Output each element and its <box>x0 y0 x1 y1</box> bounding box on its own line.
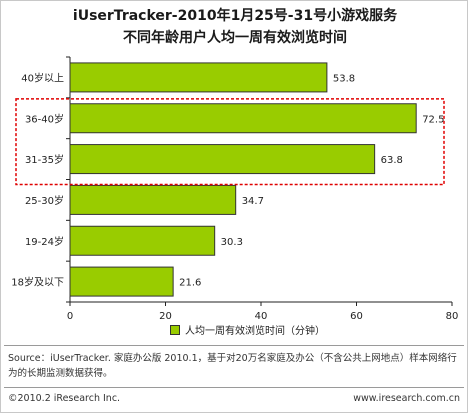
x-tick-label: 40 <box>255 311 268 322</box>
highlight-box <box>15 98 445 186</box>
y-tick-label: 25-30岁 <box>25 194 64 207</box>
data-label: 21.6 <box>179 278 201 289</box>
bar <box>69 144 376 175</box>
y-tick-label: 18岁及以下 <box>11 276 64 289</box>
y-tick-label: 36-40岁 <box>25 112 64 125</box>
bar <box>69 266 174 297</box>
y-tick-label: 40岁以上 <box>21 71 64 84</box>
x-tick-label: 60 <box>350 311 363 322</box>
x-tick-label: 20 <box>159 311 172 322</box>
bar <box>69 225 216 256</box>
data-label: 53.8 <box>333 73 355 84</box>
website: www.iresearch.com.cn <box>353 393 460 404</box>
data-label: 30.3 <box>221 237 243 248</box>
divider-top <box>4 345 464 346</box>
chart-legend: 人均一周有效浏览时间（分钟） <box>170 322 325 337</box>
bar <box>69 184 237 215</box>
x-tick-label: 80 <box>446 311 459 322</box>
bar <box>69 62 328 93</box>
y-tick-label: 19-24岁 <box>25 235 64 248</box>
data-label: 72.5 <box>422 114 444 125</box>
source-note: Source：iUserTracker. 家庭办公版 2010.1，基于对20万… <box>8 353 457 379</box>
data-label: 34.7 <box>242 196 264 207</box>
y-tick-label: 31-35岁 <box>25 153 64 166</box>
bar <box>69 103 417 134</box>
chart-title: iUserTracker-2010年1月25号-31号小游戏服务 <box>72 8 398 24</box>
copyright: ©2010.2 iResearch Inc. <box>8 393 121 404</box>
legend-label: 人均一周有效浏览时间（分钟） <box>185 326 325 337</box>
chart-subtitle: 不同年龄用户人均一周有效浏览时间 <box>123 30 347 46</box>
legend-swatch <box>170 324 180 335</box>
divider-bottom <box>4 387 464 388</box>
data-label: 63.8 <box>381 155 403 166</box>
x-tick-label: 0 <box>67 311 73 322</box>
